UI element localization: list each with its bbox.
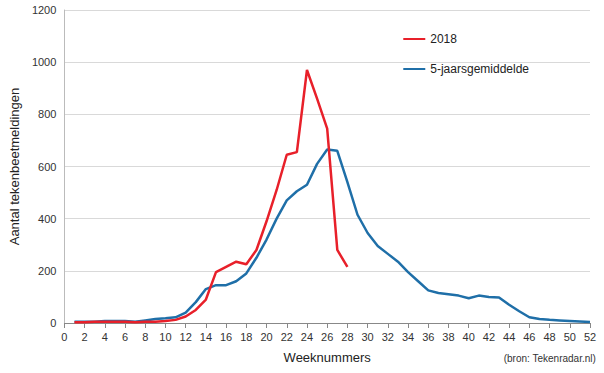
svg-text:34: 34 <box>402 331 414 343</box>
svg-text:26: 26 <box>321 331 333 343</box>
svg-text:52: 52 <box>584 331 596 343</box>
svg-text:38: 38 <box>442 331 454 343</box>
svg-text:Weeknummers: Weeknummers <box>284 350 372 365</box>
svg-text:1000: 1000 <box>32 56 56 68</box>
svg-text:800: 800 <box>38 108 56 120</box>
svg-text:46: 46 <box>523 331 535 343</box>
svg-text:28: 28 <box>341 331 353 343</box>
svg-text:0: 0 <box>50 317 56 329</box>
svg-text:6: 6 <box>122 331 128 343</box>
svg-text:44: 44 <box>503 331 515 343</box>
svg-text:32: 32 <box>382 331 394 343</box>
svg-text:10: 10 <box>159 331 171 343</box>
svg-text:2: 2 <box>82 331 88 343</box>
svg-text:22: 22 <box>281 331 293 343</box>
svg-text:50: 50 <box>564 331 576 343</box>
svg-text:400: 400 <box>38 213 56 225</box>
svg-text:4: 4 <box>102 331 108 343</box>
svg-text:1200: 1200 <box>32 4 56 16</box>
svg-text:Aantal tekenbeetmeldingen: Aantal tekenbeetmeldingen <box>7 88 22 246</box>
svg-text:42: 42 <box>483 331 495 343</box>
svg-text:600: 600 <box>38 161 56 173</box>
svg-text:5-jaarsgemiddelde: 5-jaarsgemiddelde <box>430 62 529 76</box>
svg-text:12: 12 <box>180 331 192 343</box>
svg-text:18: 18 <box>240 331 252 343</box>
svg-text:24: 24 <box>301 331 313 343</box>
svg-text:0: 0 <box>61 331 67 343</box>
svg-text:14: 14 <box>200 331 212 343</box>
svg-text:(bron: Tekenradar.nl): (bron: Tekenradar.nl) <box>504 353 596 364</box>
svg-text:40: 40 <box>463 331 475 343</box>
svg-text:2018: 2018 <box>430 32 457 46</box>
svg-text:8: 8 <box>142 331 148 343</box>
svg-text:20: 20 <box>260 331 272 343</box>
svg-text:36: 36 <box>422 331 434 343</box>
svg-text:200: 200 <box>38 265 56 277</box>
svg-text:48: 48 <box>543 331 555 343</box>
svg-text:16: 16 <box>220 331 232 343</box>
svg-text:30: 30 <box>361 331 373 343</box>
